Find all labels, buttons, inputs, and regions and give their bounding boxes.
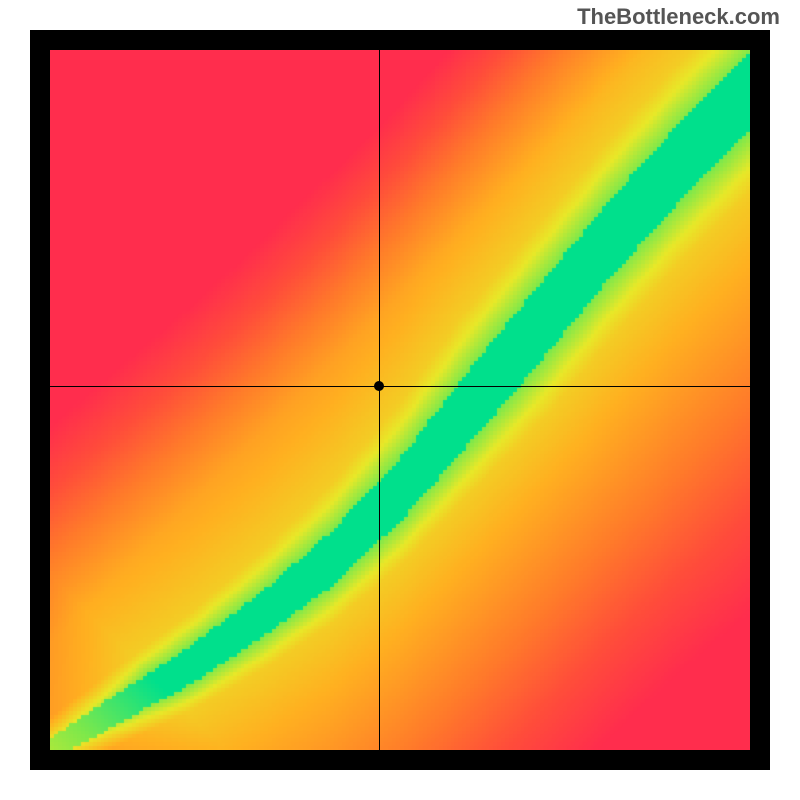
heatmap-canvas (50, 50, 750, 750)
crosshair-horizontal (50, 386, 750, 387)
crosshair-vertical (379, 50, 380, 750)
heatmap-plot (50, 50, 750, 750)
chart-frame (30, 30, 770, 770)
chart-container: TheBottleneck.com (0, 0, 800, 800)
marker-dot (374, 381, 384, 391)
watermark-text: TheBottleneck.com (577, 4, 780, 30)
